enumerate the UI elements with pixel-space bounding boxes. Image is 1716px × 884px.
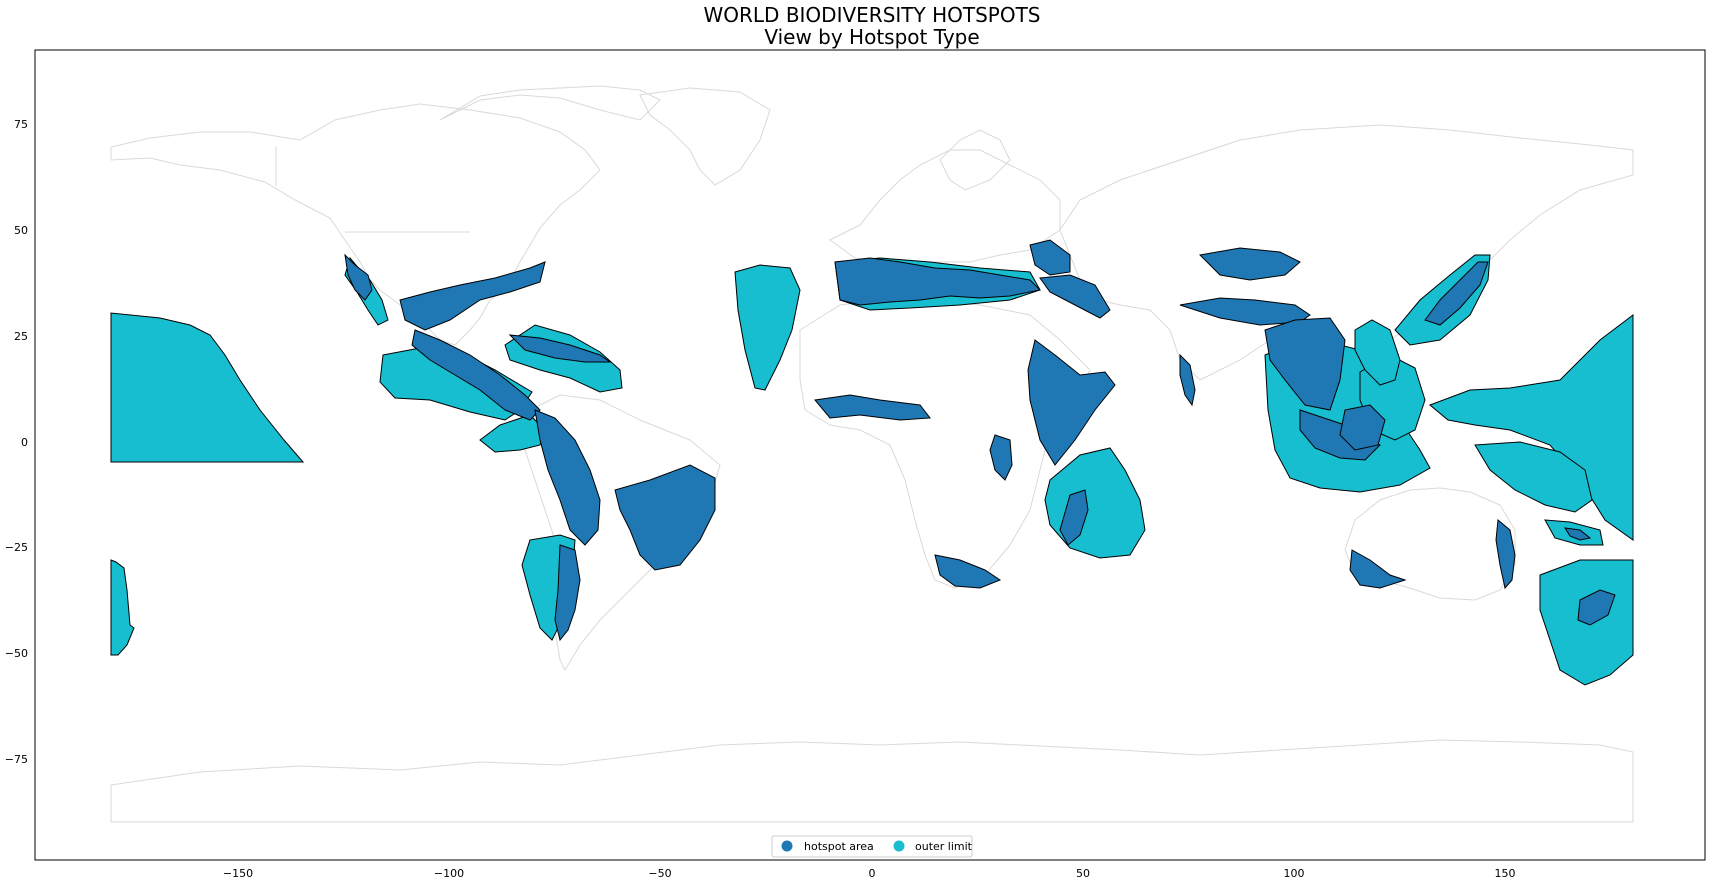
- y-tick-label-75: 75: [14, 118, 28, 131]
- x-tick-label-100: 100: [1284, 867, 1305, 880]
- map-title-line-2: View by Hotspot Type: [764, 25, 979, 49]
- outer-limit-philippines: [1354, 319, 1401, 386]
- x-tick-label-0: 0: [869, 867, 876, 880]
- legend-box: [771, 835, 973, 858]
- outer-limit-east-melanesia: [1474, 441, 1593, 513]
- hotspot-chile-valdivian: [554, 544, 581, 642]
- outer-limit-macaronesia: [734, 264, 801, 391]
- hotspot-indo-burma: [1264, 317, 1346, 411]
- hotspot-mountains-southwest-china: [1198, 247, 1301, 281]
- x-tick-label-neg150: −150: [223, 867, 253, 880]
- y-tick-label-neg25: −25: [5, 541, 28, 554]
- outer-limit-polynesia-east: [1429, 313, 1634, 541]
- hotspot-irano-anatolian: [1039, 274, 1111, 319]
- hotspot-area-layer: [344, 239, 1616, 642]
- x-tick-label-50: 50: [1076, 867, 1090, 880]
- hotspot-borneo: [1339, 404, 1386, 451]
- basemap-greenland: [639, 87, 771, 186]
- x-tick-label-neg50: −50: [648, 867, 671, 880]
- legend-label-outer-limit: outer limit: [915, 840, 973, 853]
- legend-marker-outer-limit: [893, 840, 905, 852]
- x-axis: −150 −100 −50 0 50 100 150: [223, 867, 1516, 880]
- hotspot-madagascar: [1059, 489, 1089, 546]
- legend: hotspot area outer limit: [771, 835, 973, 858]
- y-tick-label-0: 0: [21, 436, 28, 449]
- y-tick-label-neg75: −75: [5, 753, 28, 766]
- hotspot-japan: [1424, 261, 1489, 326]
- hotspot-albertine-rift: [989, 434, 1013, 481]
- y-tick-label-25: 25: [14, 330, 28, 343]
- hotspot-east-australia: [1495, 519, 1516, 590]
- y-tick-label-50: 50: [14, 224, 28, 237]
- hotspot-cerrado: [614, 464, 716, 571]
- basemap-north-america: [110, 103, 601, 346]
- hotspot-caucasus: [1029, 239, 1071, 276]
- hotspot-mesoamerica: [411, 329, 541, 421]
- hotspot-western-ghats: [1179, 353, 1196, 407]
- y-tick-label-neg50: −50: [5, 647, 28, 660]
- basemap-antarctica: [110, 739, 1634, 823]
- hotspot-eastern-afromontane: [1027, 339, 1116, 466]
- x-tick-label-150: 150: [1495, 867, 1516, 880]
- hotspot-madrean-pine-oak: [399, 261, 546, 331]
- hotspot-tropical-andes: [534, 409, 601, 546]
- hotspot-himalaya: [1179, 297, 1311, 326]
- outer-limit-polynesia-micronesia: [110, 312, 305, 463]
- hotspot-cape-floristic: [934, 554, 1002, 589]
- hotspot-new-zealand: [1577, 589, 1616, 626]
- legend-marker-hotspot-area: [781, 840, 793, 852]
- hotspot-southwest-australia: [1349, 549, 1407, 589]
- outer-limit-new-zealand-west: [110, 559, 135, 656]
- x-tick-label-neg100: −100: [434, 867, 464, 880]
- map-title-line-1: WORLD BIODIVERSITY HOTSPOTS: [704, 3, 1041, 27]
- basemap-south-america: [524, 394, 721, 672]
- legend-label-hotspot-area: hotspot area: [804, 840, 874, 853]
- axes-frame: [34, 49, 1706, 861]
- hotspot-california-floristic: [344, 253, 373, 301]
- basemap-africa: [799, 299, 1091, 589]
- basemap-scandinavia: [939, 129, 1011, 191]
- hotspot-new-caledonia: [1564, 527, 1592, 541]
- y-axis: 75 50 25 0 −25 −50 −75: [5, 118, 28, 766]
- hotspot-mediterranean-basin: [834, 257, 1042, 306]
- hotspot-caribbean: [508, 334, 612, 363]
- hotspot-guinean-forests: [814, 394, 931, 421]
- basemap-canada-islands: [439, 85, 661, 121]
